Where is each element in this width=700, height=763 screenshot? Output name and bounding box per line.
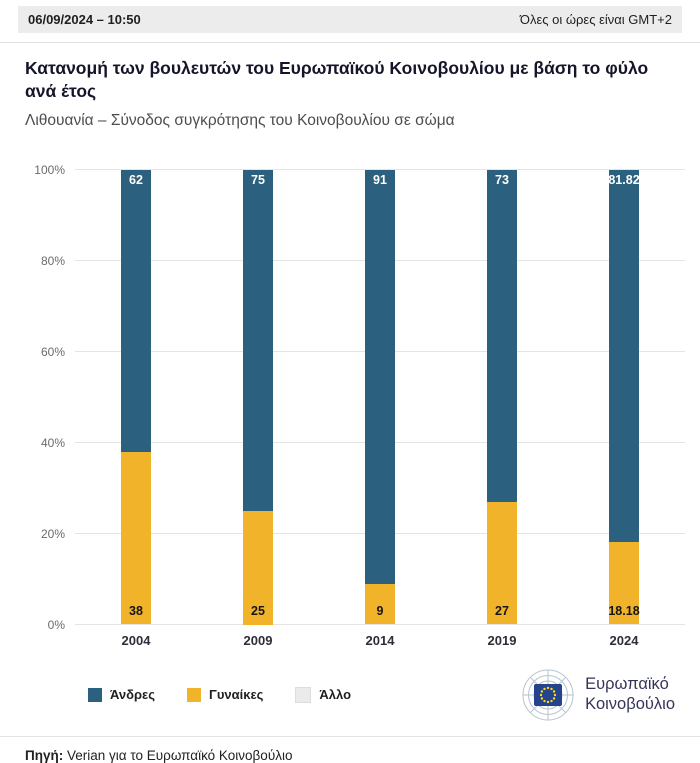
page-subtitle: Λιθουανία – Σύνοδος συγκρότησης του Κοιν… [25,111,455,129]
y-axis-tick-label: 100% [34,162,65,177]
datetime-label: 06/09/2024 – 10:50 [28,12,141,27]
brand-line-1: Ευρωπαϊκό [585,675,669,694]
legend-label: Άνδρες [110,687,155,702]
header-divider [0,42,700,43]
x-axis-label: 2024 [609,632,639,648]
bar-value-label: 62 [129,172,143,187]
source-note: Πηγή: Verian για το Ευρωπαϊκό Κοινοβούλι… [0,735,700,763]
stacked-bar-2014: 91 9 [365,169,395,625]
bar-segment-Γυναίκες: 25 [243,510,273,625]
stacked-bar-2019: 73 27 [487,169,517,625]
source-text: Verian για το Ευρωπαϊκό Κοινοβούλιο [67,747,293,763]
bar-value-label: 25 [251,604,265,618]
y-axis-tick-label: 80% [40,253,65,268]
timezone-note: Όλες οι ώρες είναι GMT+2 [519,12,672,27]
legend-item-Άλλο: Άλλο [295,686,352,703]
legend-item-Γυναίκες: Γυναίκες [187,687,263,702]
bar-value-label: 75 [251,172,265,187]
y-axis-tick-label: 60% [40,344,65,359]
x-axis-label: 2009 [243,632,273,648]
legend-item-Άνδρες: Άνδρες [88,687,155,702]
bar-value-label: 9 [376,603,384,618]
bar-segment-Γυναίκες: 38 [121,451,151,625]
stacked-bar-2009: 75 25 [243,169,273,625]
bar-value-label: 81.82 [608,172,640,187]
bar-segment-Άνδρες: 73 [487,169,517,502]
bar-value-label: 73 [495,172,509,187]
bar-segment-Άνδρες: 62 [121,169,151,452]
bar-value-label: 18.18 [608,603,640,618]
stacked-bar-2024: 81.82 18.18 [608,169,640,625]
legend-swatch [88,687,102,702]
bar-segment-Γυναίκες: 27 [487,501,517,625]
bar-segment-Άνδρες: 91 [365,169,395,584]
x-axis-label: 2004 [121,632,151,648]
brand: Ευρωπαϊκό Κοινοβούλιο [521,668,675,722]
page-title: Κατανομή των βουλευτών του Ευρωπαϊκού Κο… [25,58,649,101]
legend-label: Γυναίκες [209,687,264,702]
bar-segment-Γυναίκες: 9 [365,583,395,625]
footer-row: Άνδρες Γυναίκες Άλλο Ευρωπ [88,668,675,722]
y-axis-tick-label: 20% [40,526,65,541]
stacked-bar-2004: 62 38 [121,169,151,625]
european-parliament-logo [522,669,574,720]
legend-label: Άλλο [319,687,352,702]
bar-segment-Γυναίκες: 18.18 [608,541,640,625]
bar-value-label: 38 [129,603,143,618]
plot-area: 0% 20% 40% 60% 80% 100% 62 38 75 25 91 9 73 27 81.82 18… [34,163,685,632]
gridline: 100% [34,163,685,177]
bar-value-label: 91 [373,172,387,187]
source-label: Πηγή: [25,747,64,763]
x-axis-label: 2019 [487,632,517,648]
legend: Άνδρες Γυναίκες Άλλο [88,686,352,703]
bars: 62 38 75 25 91 9 73 27 81.82 18.18 [75,169,685,625]
legend-swatch [187,687,201,702]
bar-value-label: 27 [495,603,509,618]
y-axis-tick-label: 0% [47,617,65,632]
x-axis-labels: 2004 2009 2014 2019 2024 [75,633,685,648]
y-axis-tick-label: 40% [40,435,65,450]
brand-line-2: Κοινοβούλιο [585,694,675,713]
brand-name: Ευρωπαϊκό Κοινοβούλιο [585,675,675,714]
top-info-bar: 06/09/2024 – 10:50 Όλες οι ώρες είναι GM… [18,6,682,33]
bar-segment-Άνδρες: 75 [243,169,273,511]
legend-swatch [295,686,312,703]
x-axis-label: 2014 [365,632,395,648]
bar-segment-Άνδρες: 81.82 [608,169,640,542]
